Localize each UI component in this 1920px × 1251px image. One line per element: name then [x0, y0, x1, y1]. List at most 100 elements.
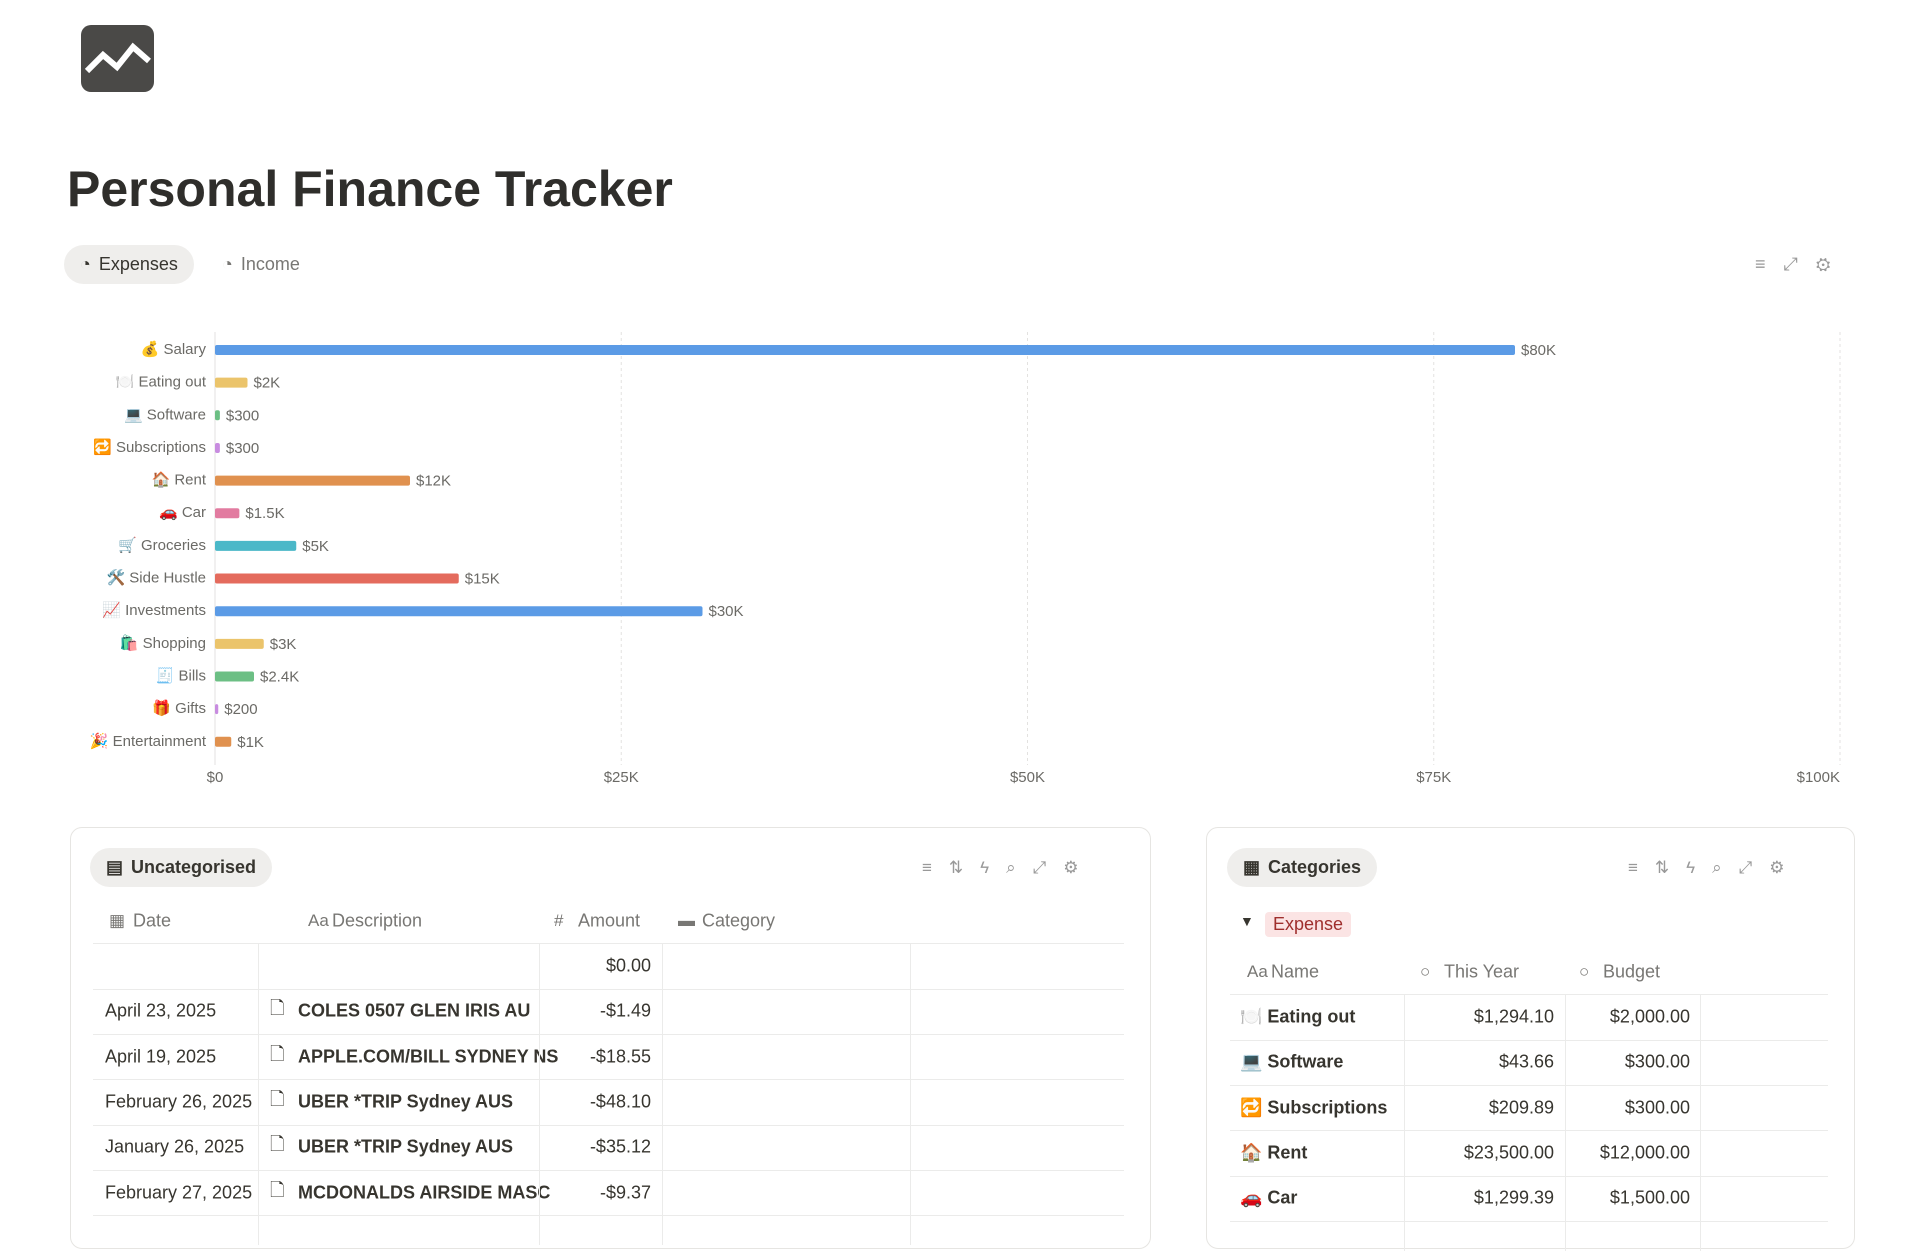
column-divider — [662, 943, 663, 1245]
value-label: $1.5K — [245, 505, 284, 522]
y-tick-label: 💰 Salary — [141, 340, 207, 358]
value-label: $5K — [302, 538, 329, 555]
value-label: $300 — [226, 440, 259, 457]
value-label: $200 — [224, 701, 257, 718]
value-label: $3K — [270, 636, 297, 653]
page-icon: 🗋 — [270, 1179, 285, 1200]
value-label: $300 — [226, 407, 259, 424]
column-header: Description — [332, 910, 423, 931]
y-tick-label: 🏠 Rent — [151, 471, 206, 489]
column-icon: ▬ — [678, 911, 695, 930]
row-divider — [93, 1033, 1124, 1035]
page-icon: 🗋 — [270, 998, 285, 1019]
table-cell: $43.66 — [1498, 1051, 1554, 1072]
column-header: Budget — [1603, 961, 1661, 982]
column-header: Name — [1271, 961, 1320, 982]
bar — [215, 410, 220, 421]
table-cell: $12,000.00 — [1599, 1142, 1690, 1163]
table-cell: -$48.10 — [589, 1091, 651, 1112]
bar — [215, 606, 703, 617]
view-title: Uncategorised — [131, 857, 257, 877]
table-toolbar[interactable]: ≡⇅ϟ⌕⤢⚙ — [922, 858, 1096, 877]
bar — [215, 377, 248, 388]
column-divider — [539, 943, 540, 1245]
tab-label: Expenses — [98, 254, 178, 274]
value-label: $2K — [254, 375, 281, 392]
table-cell: April 23, 2025 — [105, 1000, 217, 1021]
page-icon — [81, 25, 154, 92]
column-divider — [258, 943, 259, 1245]
row-divider — [93, 1079, 1124, 1081]
table-cell: -$35.12 — [589, 1136, 651, 1157]
column-divider — [1700, 994, 1701, 1251]
chart: $0 $25K $50K $75K $100K 💰 Salary $80K 🍽️ Eating… — [90, 332, 1841, 786]
row-divider — [93, 1215, 1124, 1217]
table-cell: February 27, 2025 — [105, 1182, 253, 1202]
tab-income[interactable]: ◔ Income — [222, 254, 300, 274]
column-header: Amount — [578, 910, 641, 931]
column-icon: ○ — [1420, 962, 1431, 981]
table-cell: 🔁 Subscriptions — [1240, 1097, 1388, 1118]
page-title: Personal Finance Tracker — [67, 161, 673, 217]
row-divider — [1230, 1175, 1828, 1177]
table-cell: 🏠 Rent — [1240, 1142, 1308, 1163]
bar — [215, 508, 240, 519]
y-tick-label: 🔁 Subscriptions — [93, 438, 206, 456]
x-tick-label: $50K — [1010, 769, 1045, 786]
y-tick-label: 🧾 Bills — [156, 666, 206, 684]
row-divider — [1230, 994, 1828, 995]
row-divider — [93, 943, 1124, 944]
y-tick-label: 🛠️ Side Hustle — [106, 568, 206, 587]
table-cell: April 19, 2025 — [105, 1046, 217, 1067]
bar — [215, 475, 410, 486]
table-cell: February 26, 2025 — [105, 1091, 253, 1112]
table-cell: January 26, 2025 — [105, 1136, 245, 1157]
bar — [215, 671, 254, 682]
page-icon: 🗋 — [270, 1043, 285, 1064]
row-divider — [93, 988, 1124, 990]
table-cell: -$18.55 — [589, 1046, 651, 1067]
value-label: $1K — [237, 734, 264, 751]
x-tick-label: $75K — [1416, 769, 1451, 786]
view-tab[interactable]: ▦ Categories — [1227, 848, 1378, 887]
table-cell: $0.00 — [605, 955, 651, 976]
value-label: $12K — [416, 473, 451, 490]
page: Personal Finance Tracker ◔ Expenses ◔ Inco… — [64, 25, 1855, 1251]
table-cell: COLES 0507 GLEN IRIS AU — [298, 1000, 531, 1021]
table-toolbar[interactable]: ≡⇅ϟ⌕⤢⚙ — [1628, 858, 1802, 877]
column-header: This Year — [1444, 961, 1520, 982]
bar — [215, 540, 297, 551]
bar — [215, 704, 219, 715]
group-toggle[interactable]: ▼ — [1240, 913, 1254, 929]
table-cell: $209.89 — [1488, 1097, 1554, 1118]
x-tick-label: $25K — [604, 769, 639, 786]
view-title: Categories — [1268, 857, 1362, 877]
y-tick-label: 🎁 Gifts — [152, 699, 206, 717]
value-label: $15K — [465, 571, 500, 588]
value-label: $2.4K — [260, 668, 299, 685]
view-tab[interactable]: ▤ Uncategorised — [90, 848, 273, 887]
table-cell: $2,000.00 — [1609, 1006, 1690, 1027]
page-icon: 🗋 — [270, 1134, 285, 1155]
table-cell: UBER *TRIP Sydney AUS — [298, 1091, 514, 1112]
table-cell: 💻 Software — [1240, 1051, 1344, 1072]
value-label: $30K — [709, 603, 744, 620]
table-cell: $300.00 — [1624, 1097, 1690, 1118]
column-icon: Aa — [308, 911, 329, 930]
row-divider — [1230, 1220, 1828, 1222]
x-tick-label: $0 — [207, 769, 224, 786]
chart-toolbar[interactable]: ≡⤢⚙ — [1755, 254, 1849, 274]
y-tick-label: 🚗 Car — [159, 504, 206, 521]
value-label: $80K — [1521, 342, 1556, 359]
row-divider — [93, 1169, 1124, 1171]
bar — [215, 573, 459, 584]
bar — [215, 442, 220, 453]
column-icon: ▦ — [109, 911, 126, 930]
table-cell: -$1.49 — [599, 1000, 651, 1021]
column-divider — [910, 943, 911, 1245]
y-tick-label: 📈 Investments — [102, 601, 206, 619]
y-tick-label: 🍽️ Eating out — [116, 374, 207, 391]
bar — [215, 638, 264, 649]
tab-expenses[interactable]: ◔ Expenses — [64, 245, 194, 284]
table-cell: $23,500.00 — [1463, 1142, 1554, 1163]
